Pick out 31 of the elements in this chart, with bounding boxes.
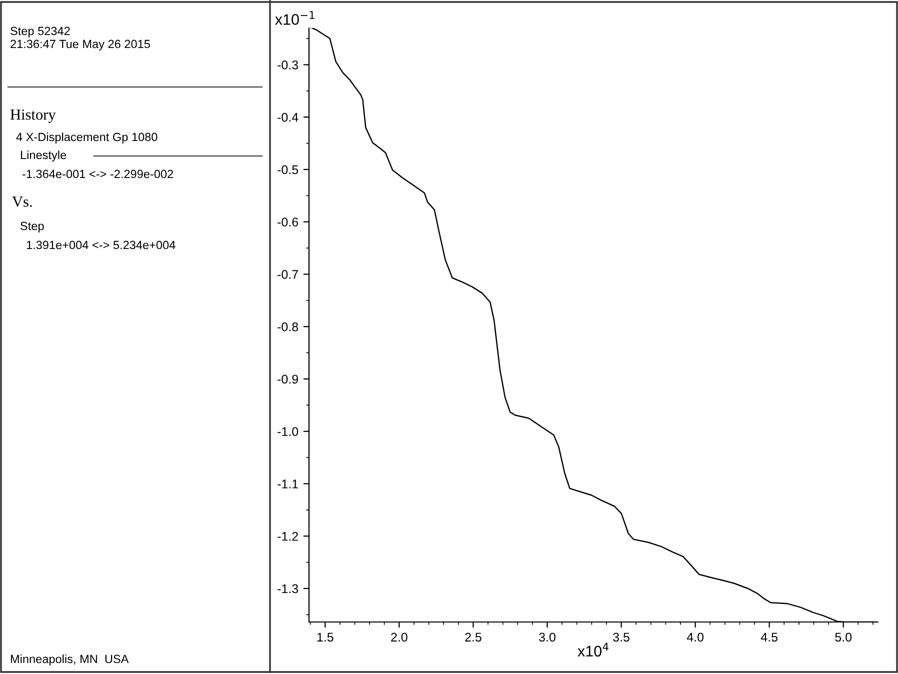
text: Vs. (12, 196, 32, 207)
text: History (10, 110, 56, 123)
y-tick-label: -0.9 (278, 374, 298, 384)
text: Minneapolis, MN USA (10, 654, 129, 666)
y-tick-label: -1.1 (278, 480, 298, 488)
y-tick-label: -1.2 (278, 532, 298, 541)
x-tick-label: 5.0 (835, 632, 852, 642)
text: Step (20, 222, 44, 232)
text: 21:36:47 Tue May 26 2015 (10, 40, 150, 50)
x-tick-label: 3.0 (539, 632, 556, 642)
y-tick-label: -0.7 (278, 270, 298, 279)
text: 4 X-Displacement Gp 1080 (16, 132, 158, 144)
y-tick-label: -1.0 (278, 427, 298, 436)
x-tick-label: 3.5 (613, 632, 630, 642)
y-tick-label: -0.5 (278, 165, 298, 174)
y-tick-label: -0.3 (278, 60, 298, 70)
x-tick-label: 4.0 (686, 632, 704, 642)
x-tick-label: 2.5 (465, 632, 482, 642)
y-tick-label: -1.3 (278, 584, 298, 594)
y-axis-title: x10$^{−1}$ (275, 11, 314, 25)
x-tick-label: 1.5 (317, 632, 334, 642)
x-tick-label: 2.0 (391, 632, 408, 642)
x-axis-title: x10$^{4}$ (578, 642, 608, 657)
text: 1.391e+004 <-> 5.234e+004 (26, 240, 176, 250)
y-tick-label: -0.4 (278, 112, 298, 122)
x-tick-label: 4.5 (760, 632, 778, 642)
text: Step 52342 (10, 26, 70, 38)
y-tick-label: -0.6 (278, 218, 298, 226)
text: -1.364e-001 <-> -2.299e-002 (22, 170, 174, 178)
text: Linestyle (20, 150, 66, 162)
y-tick-label: -0.8 (278, 322, 298, 332)
